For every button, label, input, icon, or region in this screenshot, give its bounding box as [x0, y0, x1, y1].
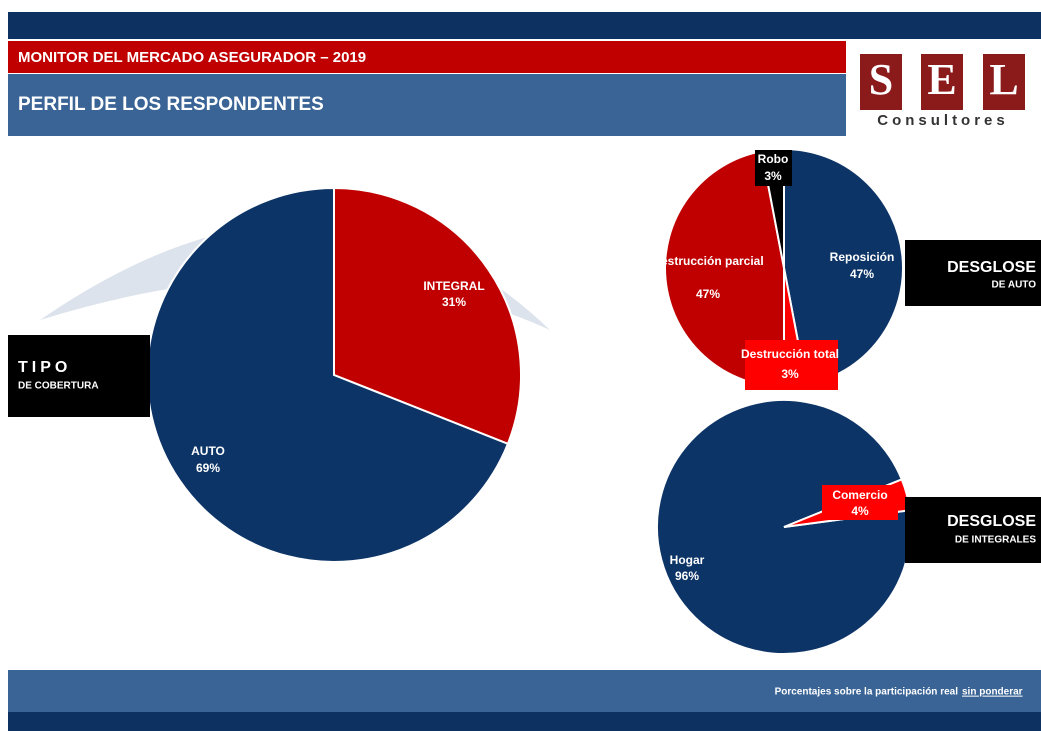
top-bar [8, 12, 1041, 39]
logo-text: Consultores [877, 112, 1009, 129]
slice-value: 96% [675, 569, 699, 583]
slide: MONITOR DEL MERCADO ASEGURADOR – 2019 PE… [0, 0, 1041, 731]
header-subtitle: PERFIL DE LOS RESPONDENTES [18, 94, 324, 115]
slice-value: 3% [764, 169, 782, 183]
footer-note: Porcentajes sobre la participación real [775, 687, 959, 698]
slice-value: 69% [196, 461, 220, 475]
footer-emphasis: sin ponderar [962, 687, 1023, 698]
logo-letter: L [989, 55, 1018, 104]
slice-label: Hogar [670, 553, 705, 567]
slice-label: Destrucción total [741, 347, 839, 361]
chart-title: DESGLOSE [947, 259, 1036, 276]
slice-value: 47% [850, 267, 874, 281]
slice-value: 3% [781, 367, 799, 381]
logo: S E L Consultores [860, 54, 1025, 129]
logo-letter: S [869, 55, 893, 104]
chart-subtitle: DE INTEGRALES [955, 535, 1036, 546]
chart-subtitle: DE COBERTURA [18, 381, 99, 392]
slice-value: 31% [442, 295, 466, 309]
slice-label: Comercio [832, 488, 887, 502]
bottom-bar [8, 712, 1041, 731]
logo-letter: E [927, 55, 956, 104]
slice-value: 4% [851, 504, 869, 518]
slice-label: AUTO [191, 444, 225, 458]
slice-label: Robo [758, 152, 789, 166]
slice-label: INTEGRAL [423, 279, 484, 293]
slice-value: 47% [696, 287, 720, 301]
header-title: MONITOR DEL MERCADO ASEGURADOR – 2019 [18, 49, 366, 66]
slice-label: Destrucción parcial [652, 254, 763, 268]
chart-subtitle: DE AUTO [992, 280, 1037, 291]
chart-title: DESGLOSE [947, 513, 1036, 530]
chart-title: TIPO [18, 359, 71, 376]
slice-label: Reposición [830, 250, 895, 264]
